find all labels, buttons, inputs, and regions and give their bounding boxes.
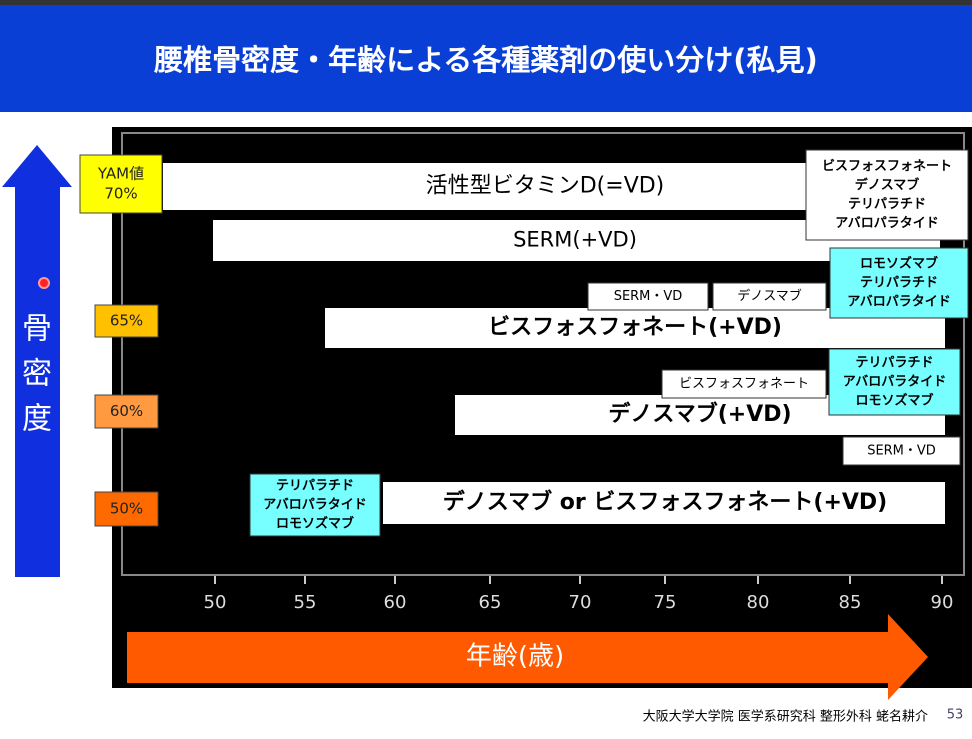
x-tick-label: 60: [384, 592, 407, 613]
drug-box: [842, 436, 961, 466]
therapy-bar: [383, 482, 945, 524]
level-box: [94, 394, 159, 429]
drug-label: ビスフォスフォネート: [679, 377, 809, 392]
drug-box: [661, 369, 827, 399]
drug-box: [828, 348, 961, 416]
drug-box: [829, 247, 969, 319]
therapy-label: 活性型ビタミンD(=VD): [426, 174, 665, 199]
drug-label: テリパラチド: [860, 276, 938, 291]
level-label: YAM値: [97, 165, 144, 183]
drug-label: アバロパラタイド: [263, 498, 366, 513]
drug-label: SERM・VD: [614, 289, 683, 304]
y-axis-label: 度: [22, 402, 52, 437]
x-tick-label: 50: [204, 592, 227, 613]
drug-label: ロモソズマブ: [855, 393, 933, 409]
drug-box: [587, 282, 709, 311]
drug-label: テリパラチド: [276, 479, 354, 494]
drug-label: デノスマブ: [737, 288, 802, 304]
footer: 大阪大学大学院 医学系研究科 整形外科 蛯名耕介: [643, 709, 928, 725]
title-band: [0, 5, 972, 112]
y-arrow: [2, 145, 72, 577]
x-tick-label: 75: [654, 592, 677, 613]
therapy-label: デノスマブ or ビスフォスフォネート(+VD): [443, 489, 887, 515]
plot-frame: [121, 132, 965, 576]
x-tick-label: 65: [479, 592, 502, 613]
x-arrow: [127, 614, 928, 700]
x-tick-label: 85: [839, 592, 862, 613]
drug-label: テリパラチド: [855, 356, 933, 371]
level-box: [94, 304, 159, 338]
drug-label: ロモソズマブ: [860, 256, 938, 272]
level-label: 60%: [110, 402, 143, 420]
top-strip: [0, 0, 972, 5]
drug-label: アバロパラタイド: [847, 295, 950, 310]
drug-box: [249, 473, 381, 537]
page-number: 53: [947, 708, 964, 723]
level-label: 70%: [104, 185, 137, 203]
x-tick-label: 55: [294, 592, 317, 613]
x-tick-label: 90: [931, 592, 954, 613]
drug-label: テリパラチド: [848, 197, 926, 212]
level-box: [79, 154, 163, 214]
level-label: 65%: [110, 312, 143, 330]
marker-dot: [38, 277, 50, 289]
drug-label: アバロパラタイド: [835, 216, 938, 231]
therapy-label: デノスマブ(+VD): [608, 401, 791, 427]
x-tick-label: 80: [747, 592, 770, 613]
drug-box: [805, 149, 969, 241]
level-label: 50%: [110, 500, 143, 518]
level-box: [94, 491, 159, 527]
drug-label: デノスマブ: [855, 177, 920, 193]
therapy-label: ビスフォスフォネート(+VD): [488, 315, 782, 340]
x-axis-label: 年齢(歳): [466, 642, 564, 672]
drug-label: SERM・VD: [867, 444, 936, 459]
drug-box: [712, 282, 827, 311]
y-axis-label: 密: [22, 357, 52, 392]
drug-label: ロモソズマブ: [276, 516, 354, 532]
therapy-label: SERM(+VD): [513, 228, 637, 252]
title: 腰椎骨密度・年齢による各種薬剤の使い分け(私見): [153, 43, 818, 77]
x-tick-label: 70: [569, 592, 592, 613]
therapy-bar: [163, 163, 845, 210]
drug-label: アバロパラタイド: [843, 375, 946, 390]
y-axis-label: 骨: [22, 312, 52, 347]
drug-label: ビスフォスフォネート: [822, 158, 952, 174]
